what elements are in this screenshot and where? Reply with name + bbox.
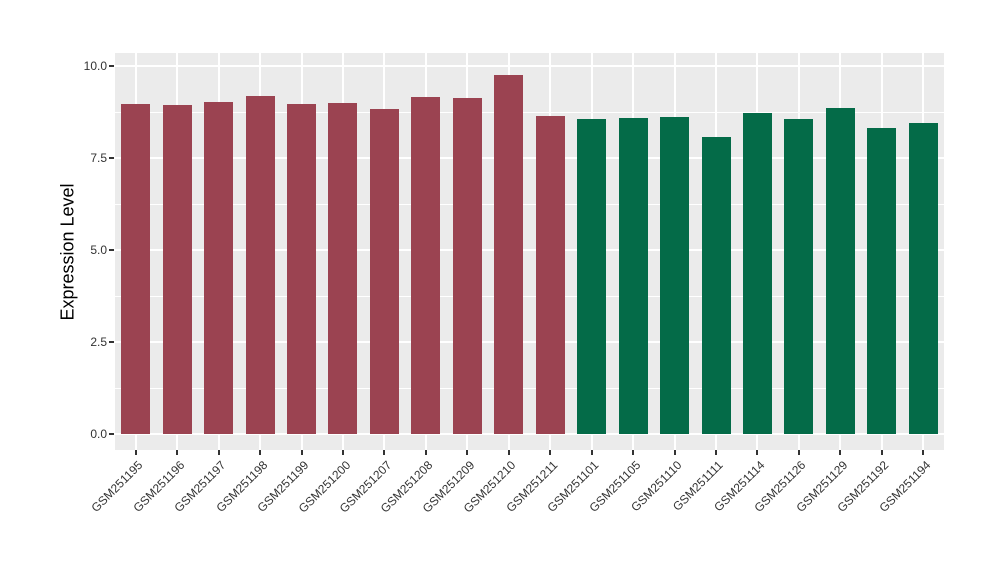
x-tick-mark bbox=[507, 450, 510, 455]
x-tick-mark bbox=[590, 450, 593, 455]
bar-GSM251194 bbox=[908, 123, 938, 434]
x-tick-mark bbox=[134, 450, 137, 455]
gridline-minor-y bbox=[115, 203, 944, 205]
plot-panel bbox=[115, 53, 944, 450]
bar-GSM251209 bbox=[452, 98, 482, 434]
gridline-major-y bbox=[115, 65, 944, 67]
bar-GSM251197 bbox=[204, 102, 234, 434]
x-tick-mark bbox=[797, 450, 800, 455]
x-tick-mark bbox=[300, 450, 303, 455]
gridline-major-y bbox=[115, 341, 944, 343]
x-tick-mark bbox=[259, 450, 262, 455]
gridline-minor-y bbox=[115, 111, 944, 113]
bar-GSM251101 bbox=[577, 118, 607, 434]
x-tick-mark bbox=[341, 450, 344, 455]
x-tick-mark bbox=[632, 450, 635, 455]
bar-GSM251192 bbox=[867, 127, 897, 434]
x-tick-mark bbox=[839, 450, 842, 455]
bar-GSM251111 bbox=[701, 136, 731, 434]
x-tick-mark bbox=[176, 450, 179, 455]
gridline-minor-y bbox=[115, 295, 944, 297]
y-tick-mark bbox=[109, 341, 114, 343]
gridline-major-y bbox=[115, 249, 944, 251]
bar-GSM251208 bbox=[411, 96, 441, 434]
x-tick-mark bbox=[383, 450, 386, 455]
y-tick-mark bbox=[109, 65, 114, 67]
x-tick-mark bbox=[922, 450, 925, 455]
gridline-minor-y bbox=[115, 387, 944, 389]
x-tick-mark bbox=[217, 450, 220, 455]
bar-GSM251195 bbox=[121, 103, 151, 434]
y-tick-label: 2.5 bbox=[90, 335, 107, 349]
x-tick-mark bbox=[880, 450, 883, 455]
y-tick-label: 7.5 bbox=[90, 151, 107, 165]
bar-GSM251211 bbox=[535, 116, 565, 434]
bar-GSM251114 bbox=[742, 112, 772, 434]
x-tick-mark bbox=[424, 450, 427, 455]
bar-GSM251105 bbox=[618, 117, 648, 434]
bar-GSM251198 bbox=[245, 96, 275, 434]
bar-GSM251200 bbox=[328, 102, 358, 434]
y-tick-label: 5.0 bbox=[90, 243, 107, 257]
bar-GSM251129 bbox=[825, 107, 855, 434]
y-tick-label: 0.0 bbox=[90, 427, 107, 441]
x-tick-mark bbox=[549, 450, 552, 455]
bar-GSM251199 bbox=[287, 103, 317, 434]
y-tick-label: 10.0 bbox=[83, 59, 107, 73]
x-tick-mark bbox=[756, 450, 759, 455]
y-tick-mark bbox=[109, 157, 114, 159]
x-tick-mark bbox=[673, 450, 676, 455]
bar-GSM251196 bbox=[162, 105, 192, 434]
x-tick-mark bbox=[715, 450, 718, 455]
y-tick-mark bbox=[109, 433, 114, 435]
bar-GSM251110 bbox=[660, 116, 690, 434]
bar-GSM251126 bbox=[784, 118, 814, 434]
bar-GSM251207 bbox=[369, 109, 399, 434]
x-tick-mark bbox=[466, 450, 469, 455]
bar-GSM251210 bbox=[494, 74, 524, 434]
gridline-major-y bbox=[115, 433, 944, 435]
gridline-major-y bbox=[115, 157, 944, 159]
y-tick-mark bbox=[109, 249, 114, 251]
